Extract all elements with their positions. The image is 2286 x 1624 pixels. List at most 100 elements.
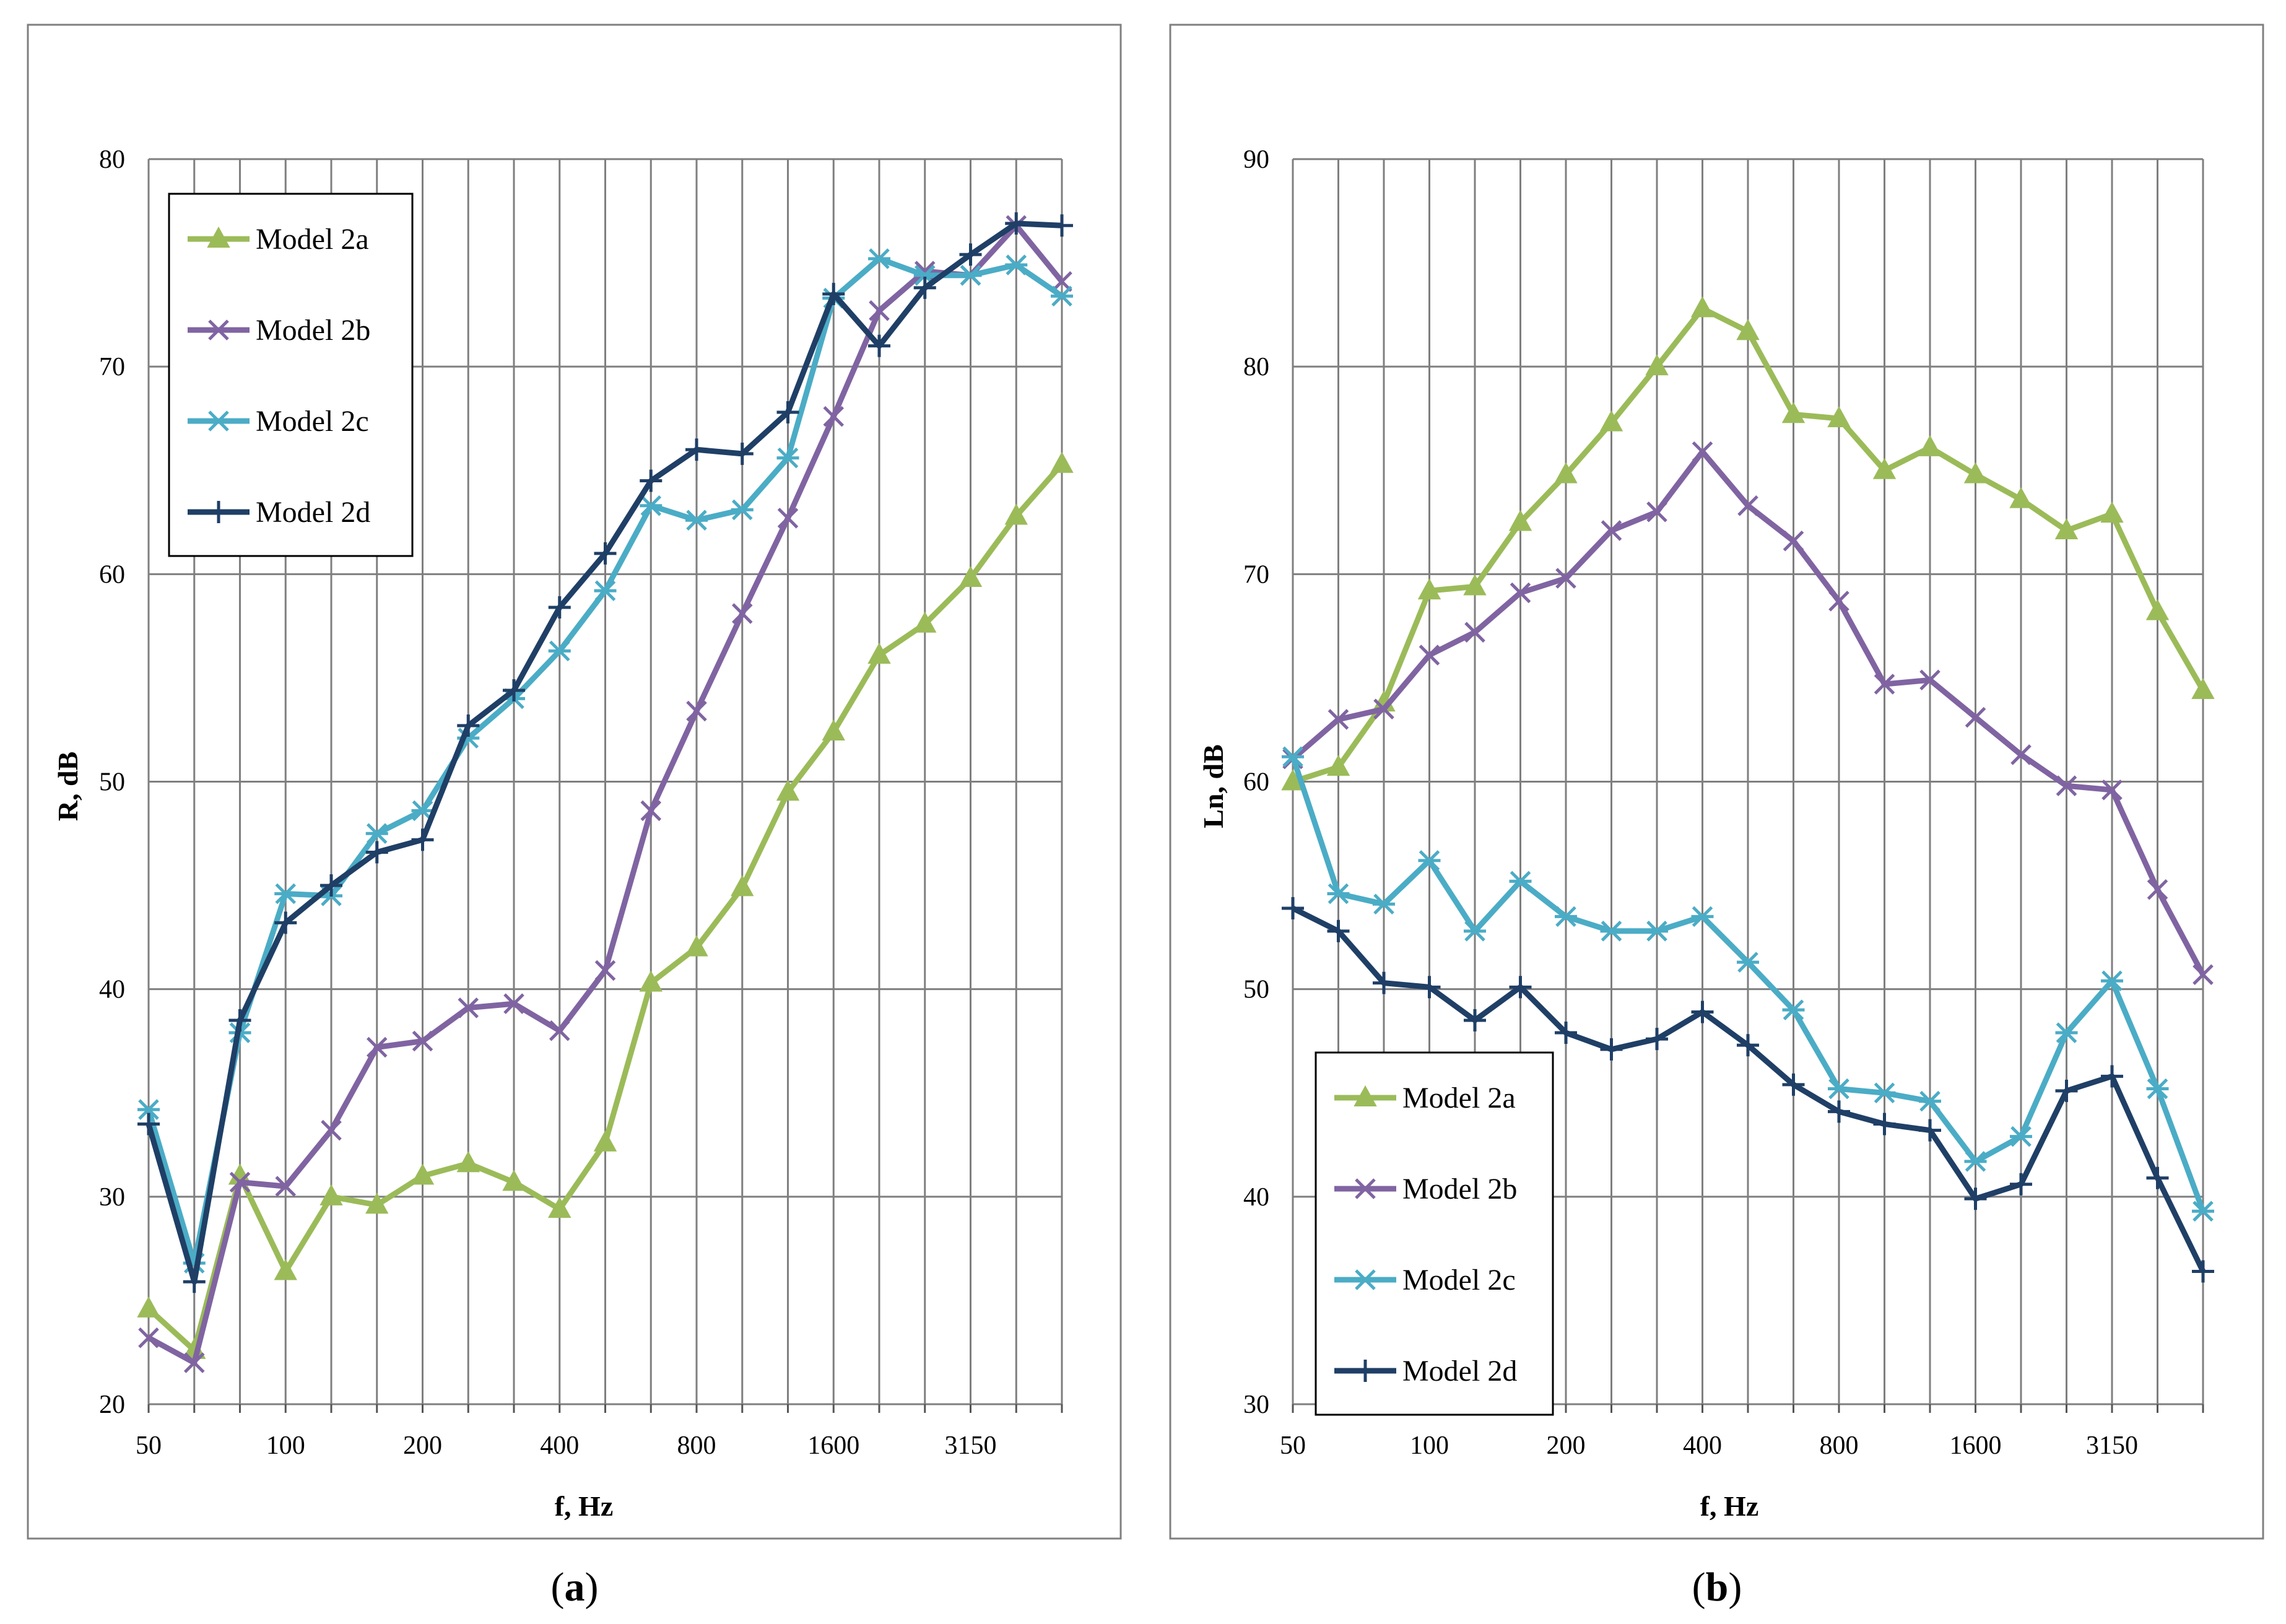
data-point bbox=[1509, 871, 1532, 892]
data-point bbox=[685, 510, 708, 531]
data-point bbox=[1463, 574, 1487, 596]
data-point bbox=[183, 1352, 205, 1373]
data-point bbox=[503, 679, 525, 702]
data-point bbox=[685, 935, 708, 957]
data-point bbox=[1419, 645, 1440, 666]
data-point bbox=[2146, 1078, 2169, 1100]
data-point bbox=[1919, 1090, 1941, 1112]
series-model-2c bbox=[1282, 746, 2214, 1222]
legend-item-model-2a: Model 2a bbox=[1334, 1082, 1516, 1114]
data-point bbox=[1872, 458, 1897, 479]
data-point bbox=[1464, 921, 1486, 942]
y-tick-label: 30 bbox=[1243, 1391, 1269, 1419]
data-point bbox=[1828, 1100, 1850, 1123]
data-point bbox=[1508, 510, 1532, 531]
data-point bbox=[776, 447, 799, 469]
y-tick-label: 80 bbox=[99, 145, 125, 174]
data-point bbox=[1873, 1113, 1896, 1135]
caption-a: (a) bbox=[551, 1565, 599, 1610]
data-point bbox=[1418, 850, 1441, 871]
data-point bbox=[1646, 1028, 1668, 1051]
data-point bbox=[731, 499, 754, 521]
data-point bbox=[731, 875, 754, 897]
data-point bbox=[594, 580, 617, 601]
data-point bbox=[776, 401, 799, 423]
legend-item-model-2d: Model 2d bbox=[188, 496, 370, 529]
data-point bbox=[320, 874, 342, 897]
data-point bbox=[1554, 462, 1578, 484]
data-point bbox=[1827, 406, 1851, 427]
data-point bbox=[1050, 451, 1074, 473]
data-point bbox=[776, 779, 800, 801]
data-point bbox=[2101, 779, 2123, 801]
panel-a-y-axis-title: R, dB bbox=[52, 752, 84, 821]
panel-a-legend: Model 2a Model 2b Model 2c Model 2d bbox=[168, 193, 414, 557]
data-point bbox=[1645, 354, 1669, 376]
data-point bbox=[868, 334, 890, 357]
panel-a: 20 30 40 50 60 70 80 50 100 200 400 800 1600 3150 R,… bbox=[27, 24, 1122, 1540]
data-point bbox=[868, 248, 890, 269]
panel-b-series bbox=[1281, 296, 2215, 1283]
x-tick-label: 800 bbox=[1820, 1431, 1859, 1460]
data-point bbox=[1417, 578, 1441, 600]
data-point bbox=[913, 611, 937, 633]
legend-box bbox=[1315, 1051, 1554, 1416]
data-point bbox=[137, 1296, 160, 1318]
data-point bbox=[1555, 906, 1577, 927]
panel-b: 30 40 50 60 70 80 90 50 100 200 400 800 1600 3150 Ln… bbox=[1169, 24, 2264, 1540]
data-point bbox=[640, 800, 662, 822]
data-point bbox=[138, 1327, 159, 1348]
caption-a-label: a bbox=[565, 1565, 585, 1610]
data-point bbox=[823, 406, 845, 427]
data-point bbox=[594, 960, 616, 981]
data-point bbox=[2191, 677, 2215, 700]
data-point bbox=[685, 438, 708, 461]
data-point bbox=[1555, 1022, 1577, 1044]
legend-label: Model 2c bbox=[256, 405, 369, 438]
data-point bbox=[457, 714, 480, 737]
data-point bbox=[1692, 441, 1713, 462]
data-point bbox=[1327, 919, 1350, 942]
data-point bbox=[822, 282, 845, 305]
data-point bbox=[412, 1030, 433, 1052]
data-point bbox=[1737, 495, 1758, 516]
data-point bbox=[1782, 999, 1805, 1020]
data-point bbox=[1918, 435, 1942, 456]
data-point bbox=[229, 1171, 251, 1193]
data-point bbox=[594, 542, 617, 565]
data-point bbox=[958, 565, 983, 588]
data-point bbox=[1555, 568, 1576, 589]
data-point bbox=[2101, 970, 2123, 992]
data-point bbox=[777, 508, 799, 529]
legend-item-model-2a: Model 2a bbox=[188, 223, 369, 256]
data-point bbox=[1919, 669, 1940, 691]
data-point bbox=[2192, 1201, 2214, 1222]
legend-item-model-2d: Model 2d bbox=[1334, 1355, 1517, 1387]
panel-a-series bbox=[137, 212, 1074, 1373]
data-point bbox=[458, 997, 479, 1018]
legend-item-model-2b: Model 2b bbox=[1334, 1173, 1517, 1205]
data-point bbox=[228, 1009, 251, 1031]
legend-label: Model 2a bbox=[256, 223, 369, 256]
data-point bbox=[1963, 462, 1988, 484]
y-tick-label: 30 bbox=[99, 1183, 125, 1212]
data-point bbox=[1282, 746, 1304, 768]
data-point bbox=[1782, 1073, 1805, 1096]
data-point bbox=[1600, 921, 1623, 942]
data-point bbox=[1691, 1001, 1714, 1023]
data-point bbox=[1646, 502, 1667, 523]
data-point bbox=[1919, 1119, 1941, 1142]
data-point bbox=[548, 640, 571, 662]
legend-item-model-2b: Model 2b bbox=[188, 314, 370, 347]
y-tick-label: 80 bbox=[1243, 353, 1269, 381]
series-model-2d bbox=[137, 212, 1073, 1293]
data-point bbox=[2192, 1260, 2214, 1283]
data-point bbox=[1874, 674, 1895, 695]
legend-marker bbox=[208, 319, 229, 341]
data-point bbox=[1737, 952, 1759, 973]
data-point bbox=[411, 1163, 435, 1185]
y-tick-label: 60 bbox=[99, 560, 125, 589]
legend-marker bbox=[207, 501, 230, 523]
data-point bbox=[1328, 709, 1349, 730]
